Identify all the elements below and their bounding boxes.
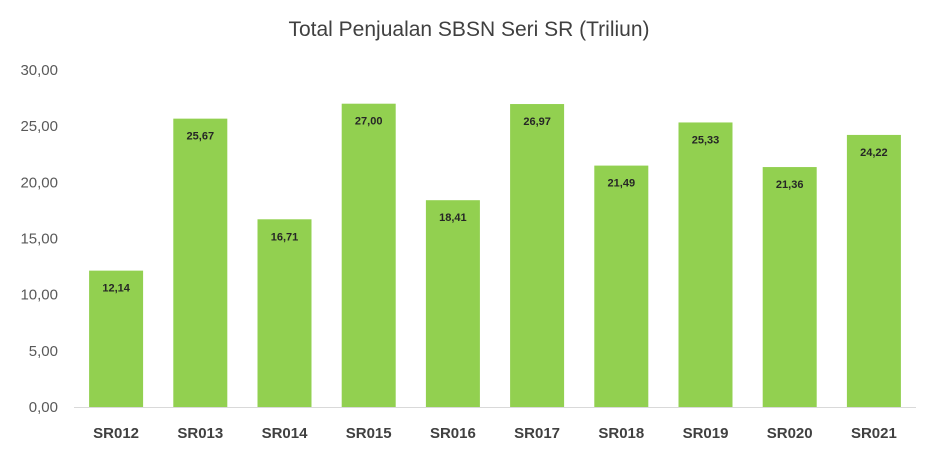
data-label: 21,36 <box>776 179 804 191</box>
y-tick-label: 30,00 <box>20 62 58 79</box>
y-tick-label: 10,00 <box>20 287 58 304</box>
x-tick-label: SR015 <box>346 425 392 442</box>
bar-sr015 <box>341 103 396 407</box>
x-tick-label: SR020 <box>767 425 813 442</box>
x-tick-label: SR018 <box>598 425 644 442</box>
data-label: 24,22 <box>860 147 888 159</box>
bar-sr021 <box>846 134 901 408</box>
bar-sr013 <box>173 118 228 408</box>
x-tick-label: SR021 <box>851 425 897 442</box>
bar-sr016 <box>425 200 480 407</box>
x-tick-label: SR012 <box>93 425 139 442</box>
x-tick-label: SR017 <box>514 425 560 442</box>
chart-title: Total Penjualan SBSN Seri SR (Triliun) <box>288 18 650 41</box>
x-tick-label: SR014 <box>262 425 309 442</box>
data-label: 12,14 <box>102 283 130 295</box>
y-tick-label: 25,00 <box>20 118 58 135</box>
bar-sr014 <box>257 219 312 407</box>
data-label: 21,49 <box>608 178 636 190</box>
bar-sr020 <box>762 167 817 407</box>
x-tick-label: SR019 <box>683 425 729 442</box>
bar-sr018 <box>594 165 649 407</box>
x-tick-label: SR016 <box>430 425 476 442</box>
y-tick-label: 5,00 <box>29 343 58 360</box>
y-tick-label: 15,00 <box>20 231 58 248</box>
data-label: 27,00 <box>355 116 383 128</box>
bar-sr017 <box>510 104 565 408</box>
data-label: 18,41 <box>439 212 467 224</box>
data-label: 25,67 <box>187 131 215 143</box>
x-tick-label: SR013 <box>177 425 223 442</box>
y-tick-label: 20,00 <box>20 174 58 191</box>
data-label: 16,71 <box>271 231 299 243</box>
bar-sr019 <box>678 122 733 408</box>
y-tick-label: 0,00 <box>29 399 58 416</box>
data-label: 25,33 <box>692 134 720 146</box>
bar-sr012 <box>89 270 144 407</box>
data-label: 26,97 <box>523 116 551 128</box>
